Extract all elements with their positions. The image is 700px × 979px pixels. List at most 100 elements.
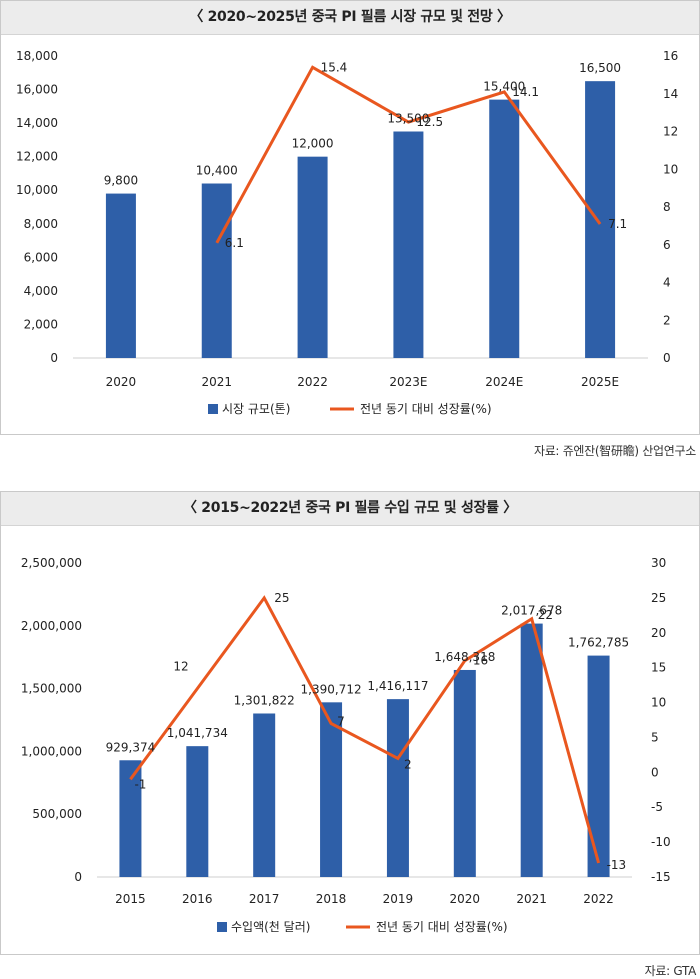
x-axis-tick-label: 2020 xyxy=(106,375,137,389)
right-axis-tick-label: 15 xyxy=(651,661,666,675)
bar xyxy=(186,746,209,877)
bar xyxy=(489,99,520,358)
right-axis-tick-label: 14 xyxy=(663,87,678,101)
line-value-label: 2 xyxy=(404,757,412,771)
right-axis-tick-label: 16 xyxy=(663,49,678,63)
left-axis-tick-label: 0 xyxy=(50,351,58,365)
x-axis-tick-label: 2022 xyxy=(583,892,614,906)
bar xyxy=(453,669,476,877)
x-axis-tick-label: 2015 xyxy=(115,892,146,906)
line-value-label: 12.5 xyxy=(416,115,443,129)
bar-value-label: 15,400 xyxy=(483,80,525,94)
legend-label: 시장 규모(톤) xyxy=(222,402,290,416)
right-axis-tick-label: -5 xyxy=(651,800,663,814)
chart-panel-import: 〈 2015~2022년 중국 PI 필름 수입 규모 및 성장률 〉 xyxy=(0,491,700,955)
x-axis-tick-label: 2019 xyxy=(383,892,414,906)
legend-label: 전년 동기 대비 성장률(%) xyxy=(360,402,492,416)
bar xyxy=(393,131,424,358)
line-value-label: 14.1 xyxy=(512,85,539,99)
x-axis-tick-label: 2025E xyxy=(581,375,619,389)
right-axis-tick-label: 4 xyxy=(663,276,671,290)
bar-value-label: 1,041,734 xyxy=(167,726,228,740)
right-axis-tick-label: 10 xyxy=(663,162,678,176)
x-axis-tick-label: 2017 xyxy=(249,892,280,906)
right-axis-tick-label: 30 xyxy=(651,556,666,570)
source-note: 자료: 쥬엔잔(智研瞻) 산업연구소 xyxy=(533,444,696,458)
bar-value-label: 9,800 xyxy=(104,174,138,188)
import-volume-chart: 0 500,000 1,000,000 1,500,000 2,000,000 2,500… xyxy=(21,556,671,934)
line-value-label: 6.1 xyxy=(225,236,244,250)
bar-value-label: 16,500 xyxy=(579,61,621,75)
bar xyxy=(520,623,543,877)
bar xyxy=(253,713,276,877)
left-axis-tick-label: 2,000,000 xyxy=(21,619,82,633)
left-axis-tick-label: 6,000 xyxy=(24,250,58,264)
growth-rate-line xyxy=(215,65,602,244)
right-axis-tick-label: 10 xyxy=(651,696,666,710)
right-axis-tick-label: 5 xyxy=(651,730,659,744)
legend-label: 전년 동기 대비 성장률(%) xyxy=(376,920,508,934)
right-axis-tick-label: 2 xyxy=(663,313,671,327)
bar-value-label: 12,000 xyxy=(292,137,334,151)
right-axis-tick-label: 12 xyxy=(663,125,678,139)
bar xyxy=(587,655,610,877)
bar xyxy=(386,699,409,877)
chart-title: 〈 2020~2025년 중국 PI 필름 시장 규모 및 전망 〉 xyxy=(1,1,699,35)
right-axis-tick-label: 8 xyxy=(663,200,671,214)
line-value-label: -13 xyxy=(607,858,627,872)
bar-value-label: 10,400 xyxy=(196,164,238,178)
x-axis-tick-label: 2023E xyxy=(389,375,427,389)
market-size-chart: 0 2,000 4,000 6,000 8,000 10,000 12,000 14,000 1… xyxy=(16,49,678,416)
left-axis-tick-label: 14,000 xyxy=(16,116,58,130)
left-axis-tick-label: 4,000 xyxy=(24,284,58,298)
bar xyxy=(297,156,328,358)
bar-value-label: 1,762,785 xyxy=(568,636,629,650)
left-axis-tick-label: 2,000 xyxy=(24,317,58,331)
line-value-label: 7 xyxy=(337,714,345,728)
growth-rate-line xyxy=(129,595,601,864)
x-axis-tick-label: 2024E xyxy=(485,375,523,389)
bar-value-label: 1,416,117 xyxy=(367,679,428,693)
left-axis-tick-label: 16,000 xyxy=(16,83,58,97)
line-value-label: -1 xyxy=(134,777,146,791)
x-axis-tick-label: 2021 xyxy=(516,892,547,906)
bar-value-label: 1,648,318 xyxy=(434,650,495,664)
left-axis-tick-label: 12,000 xyxy=(16,150,58,164)
left-axis-tick-label: 0 xyxy=(74,870,82,884)
bar xyxy=(585,81,616,359)
legend-label: 수입액(천 달러) xyxy=(231,919,310,934)
bar xyxy=(105,193,136,358)
left-axis-tick-label: 2,500,000 xyxy=(21,556,82,570)
line-value-label: 12 xyxy=(173,660,188,674)
right-axis-tick-label: 6 xyxy=(663,238,671,252)
left-axis-tick-label: 18,000 xyxy=(16,49,58,63)
left-axis-tick-label: 500,000 xyxy=(32,807,82,821)
line-value-label: 25 xyxy=(274,591,289,605)
bar-value-label: 1,390,712 xyxy=(301,682,362,696)
bar xyxy=(119,760,142,877)
x-axis-tick-label: 2022 xyxy=(297,375,328,389)
right-axis-tick-label: 25 xyxy=(651,591,666,605)
line-value-label: 16 xyxy=(473,654,488,668)
x-axis-tick-label: 2020 xyxy=(450,892,481,906)
right-axis-tick-label: -10 xyxy=(651,835,671,849)
bar-value-label: 2,017,678 xyxy=(501,604,562,618)
bar-value-label: 13,500 xyxy=(387,112,429,126)
right-axis-tick-label: 0 xyxy=(651,765,659,779)
left-axis-tick-label: 1,500,000 xyxy=(21,682,82,696)
bar-value-label: 929,374 xyxy=(106,740,156,754)
bar xyxy=(320,702,343,877)
line-value-label: 7.1 xyxy=(608,217,627,231)
right-axis-tick-label: -15 xyxy=(651,870,671,884)
legend-bar-swatch xyxy=(208,404,218,414)
chart-title: 〈 2015~2022년 중국 PI 필름 수입 규모 및 성장률 〉 xyxy=(1,492,699,526)
left-axis-tick-label: 1,000,000 xyxy=(21,744,82,758)
x-axis-tick-label: 2016 xyxy=(182,892,213,906)
right-axis-tick-label: 20 xyxy=(651,626,666,640)
line-value-label: 22 xyxy=(538,608,553,622)
source-note: 자료: GTA xyxy=(644,964,697,978)
right-axis-tick-label: 0 xyxy=(663,351,671,365)
x-axis-tick-label: 2021 xyxy=(201,375,232,389)
x-axis-tick-label: 2018 xyxy=(316,892,347,906)
bar-value-label: 1,301,822 xyxy=(234,693,295,707)
